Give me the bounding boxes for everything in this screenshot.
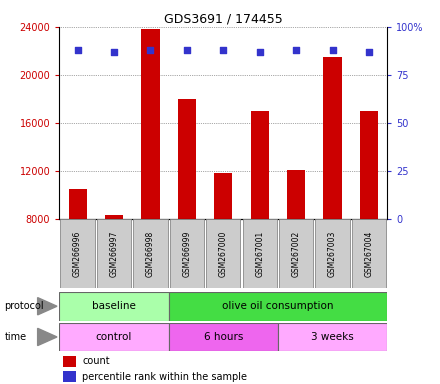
Text: GSM266997: GSM266997 bbox=[110, 230, 118, 276]
Bar bbox=[169, 323, 278, 351]
Bar bbox=[360, 111, 378, 219]
Bar bbox=[62, 356, 76, 367]
Title: GDS3691 / 174455: GDS3691 / 174455 bbox=[164, 13, 282, 26]
Bar bbox=[59, 292, 169, 321]
Bar bbox=[278, 323, 387, 351]
Text: GSM267001: GSM267001 bbox=[255, 230, 264, 276]
Text: olive oil consumption: olive oil consumption bbox=[222, 301, 334, 311]
Point bbox=[329, 47, 336, 53]
Bar bbox=[170, 219, 204, 288]
Text: percentile rank within the sample: percentile rank within the sample bbox=[82, 372, 247, 382]
Point bbox=[256, 49, 263, 55]
Text: GSM266996: GSM266996 bbox=[73, 230, 82, 276]
Text: baseline: baseline bbox=[92, 301, 136, 311]
Point bbox=[220, 47, 227, 53]
Bar bbox=[105, 215, 123, 219]
Bar bbox=[279, 219, 313, 288]
Bar bbox=[59, 323, 169, 351]
Bar bbox=[178, 99, 196, 219]
Text: GSM266998: GSM266998 bbox=[146, 230, 155, 276]
Point bbox=[366, 49, 373, 55]
Text: 3 weeks: 3 weeks bbox=[311, 332, 354, 342]
Text: control: control bbox=[96, 332, 132, 342]
Bar bbox=[97, 219, 131, 288]
Text: count: count bbox=[82, 356, 110, 366]
Bar bbox=[62, 371, 76, 382]
Bar bbox=[206, 219, 240, 288]
Bar bbox=[60, 219, 95, 288]
Point bbox=[147, 47, 154, 53]
Bar bbox=[133, 219, 168, 288]
Polygon shape bbox=[38, 298, 57, 315]
Bar bbox=[214, 173, 232, 219]
Bar bbox=[69, 189, 87, 219]
Bar bbox=[169, 292, 387, 321]
Point bbox=[74, 47, 81, 53]
Bar bbox=[251, 111, 269, 219]
Bar bbox=[242, 219, 277, 288]
Point bbox=[110, 49, 117, 55]
Bar bbox=[287, 170, 305, 219]
Text: GSM266999: GSM266999 bbox=[182, 230, 191, 276]
Text: GSM267002: GSM267002 bbox=[292, 230, 301, 276]
Bar bbox=[352, 219, 386, 288]
Point bbox=[293, 47, 300, 53]
Polygon shape bbox=[38, 328, 57, 346]
Text: GSM267000: GSM267000 bbox=[219, 230, 228, 276]
Point bbox=[183, 47, 191, 53]
Bar bbox=[315, 219, 350, 288]
Text: protocol: protocol bbox=[4, 301, 44, 311]
Text: time: time bbox=[4, 332, 26, 342]
Bar bbox=[323, 57, 342, 219]
Text: GSM267003: GSM267003 bbox=[328, 230, 337, 276]
Text: GSM267004: GSM267004 bbox=[364, 230, 374, 276]
Bar bbox=[141, 29, 160, 219]
Text: 6 hours: 6 hours bbox=[204, 332, 243, 342]
